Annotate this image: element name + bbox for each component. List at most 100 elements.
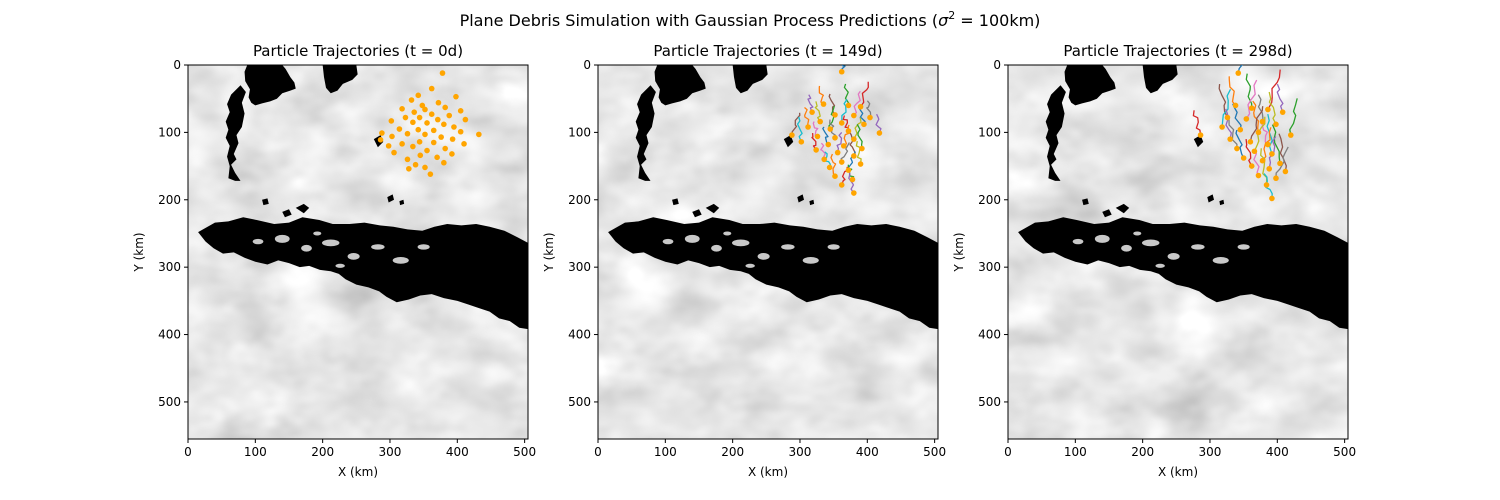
y-tick-label: 200 xyxy=(158,193,181,207)
particle-point xyxy=(410,119,416,126)
x-tick-label: 300 xyxy=(379,445,402,459)
particle-point xyxy=(1248,105,1255,111)
y-tick-label: 100 xyxy=(158,125,181,139)
particle-point xyxy=(1269,151,1275,157)
particle-point xyxy=(411,109,418,115)
particle-point xyxy=(389,133,395,140)
particle-point xyxy=(424,120,430,126)
particle-point xyxy=(441,159,447,166)
trajectory-line xyxy=(814,101,821,122)
x-tick-label: 200 xyxy=(721,445,744,459)
particle-point xyxy=(820,101,827,107)
y-tick-label: 0 xyxy=(173,58,181,72)
trajectory-line xyxy=(1245,73,1253,109)
particle-point xyxy=(435,99,442,106)
axes-frame xyxy=(1007,64,1349,440)
particle-point xyxy=(834,149,841,156)
y-axis-label: Y (km) xyxy=(542,232,556,272)
particle-point xyxy=(1266,165,1273,172)
x-tick-label: 400 xyxy=(856,445,879,459)
x-tick-label: 0 xyxy=(184,445,192,459)
particle-point xyxy=(1277,160,1283,167)
x-tick-label: 200 xyxy=(311,445,334,459)
particle-point xyxy=(434,154,440,161)
particle-point xyxy=(442,104,448,111)
particle-point xyxy=(399,106,405,112)
particle-point xyxy=(1287,132,1294,138)
x-tick-label: 100 xyxy=(654,445,677,459)
particle-point xyxy=(857,161,864,167)
x-axis-label: X (km) xyxy=(748,465,788,479)
trajectory-line xyxy=(811,133,817,151)
particle-point xyxy=(1263,182,1270,188)
velocity-field-background xyxy=(1008,65,1348,439)
particle-point xyxy=(1224,114,1231,121)
particle-point xyxy=(476,131,482,138)
particle-point xyxy=(391,149,397,156)
particle-point xyxy=(457,108,464,114)
trajectory-line xyxy=(1289,98,1298,136)
velocity-field-background xyxy=(598,65,938,439)
y-tick-label: 0 xyxy=(583,58,591,72)
particle-point xyxy=(385,143,392,149)
particle-point xyxy=(422,131,428,138)
trajectory-line xyxy=(818,85,825,105)
trajectory-line xyxy=(840,142,850,163)
particle-point xyxy=(377,137,384,143)
y-axis-label: Y (km) xyxy=(132,232,146,272)
particle-point xyxy=(408,97,415,103)
trajectory-line xyxy=(1275,146,1289,179)
trajectory-line xyxy=(1253,149,1260,176)
trajectory-line xyxy=(1237,65,1243,74)
y-tick-label: 500 xyxy=(978,395,1001,409)
particle-point xyxy=(404,130,411,137)
particle-point xyxy=(849,176,856,183)
particle-point xyxy=(825,141,832,148)
trajectory-line xyxy=(1218,84,1229,118)
trajectory-line xyxy=(843,124,850,147)
trajectory-line xyxy=(1192,110,1202,136)
particle-point xyxy=(1243,116,1250,122)
x-tick-label: 100 xyxy=(244,445,267,459)
x-tick-label: 500 xyxy=(1333,445,1356,459)
y-tick-label: 100 xyxy=(978,125,1001,139)
particle-point xyxy=(406,165,412,172)
particle-point xyxy=(814,133,821,140)
particle-point xyxy=(1247,139,1254,145)
velocity-field-background xyxy=(188,65,528,439)
particle-point xyxy=(851,153,857,159)
particle-point xyxy=(1265,141,1271,148)
trajectory-line xyxy=(841,65,846,72)
particle-point xyxy=(845,102,852,109)
particle-point xyxy=(1240,155,1247,161)
particle-point xyxy=(412,161,419,168)
particle-point xyxy=(434,116,441,123)
particle-point xyxy=(832,173,838,179)
trajectory-line xyxy=(855,140,862,165)
trajectory-line xyxy=(836,131,843,153)
trajectory-line xyxy=(1245,139,1253,167)
trajectory-line xyxy=(875,113,882,134)
particle-point xyxy=(438,134,444,140)
trajectory-line xyxy=(1235,129,1245,159)
x-tick-label: 400 xyxy=(1266,445,1289,459)
particle-point xyxy=(430,139,437,146)
particle-point xyxy=(457,128,464,135)
trajectory-line xyxy=(1252,100,1260,133)
trajectory-line xyxy=(841,99,848,124)
y-tick-label: 300 xyxy=(978,260,1001,274)
panel-trajectories-t149: 0 0 100 100 200 200 300 300 400 400 500 500 X (km) Y … xyxy=(542,42,946,479)
particle-point xyxy=(388,118,395,124)
particle-point xyxy=(1197,132,1204,138)
panel-trajectories-t0: 0 0 100 100 200 200 300 300 400 400 500 500 X (km) Y … xyxy=(132,42,536,479)
particle-point xyxy=(1259,157,1266,164)
particle-point xyxy=(1235,70,1242,76)
particle-point xyxy=(840,143,847,149)
panel-title: Particle Trajectories (t = 298d) xyxy=(1063,42,1292,60)
particle-point xyxy=(442,145,448,152)
trajectory-layer xyxy=(789,65,883,196)
panel-trajectories-t298: 0 0 100 100 200 200 300 300 400 400 500 500 X (km) Y … xyxy=(952,42,1356,479)
particle-point xyxy=(821,156,828,163)
trajectory-line xyxy=(1268,91,1277,125)
